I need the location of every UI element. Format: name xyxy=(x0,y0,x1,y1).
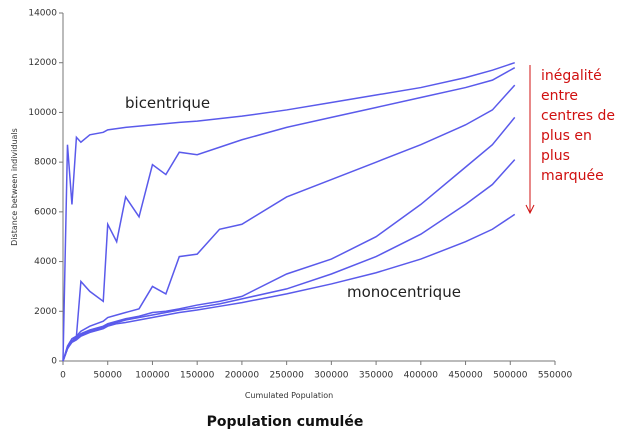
x-tick-label: 250000 xyxy=(269,371,304,381)
note-line: plus xyxy=(541,148,570,164)
note-line: marquée xyxy=(541,168,604,184)
x-tick-label: 350000 xyxy=(359,371,394,381)
data-line xyxy=(62,67,516,362)
y-tick-label: 0 xyxy=(51,357,57,367)
x-tick-label: 200000 xyxy=(225,371,260,381)
y-tick-label: 8000 xyxy=(34,158,57,168)
data-line xyxy=(62,62,515,362)
x-tick-label: 550000 xyxy=(538,371,573,381)
x-tick-label: 100000 xyxy=(135,371,170,381)
note-line: entre xyxy=(541,88,578,104)
note-line: plus en xyxy=(541,128,592,144)
y-tick-label: 2000 xyxy=(34,307,57,317)
y-tick-label: 14000 xyxy=(28,9,57,19)
data-line xyxy=(62,116,516,362)
data-line xyxy=(62,84,516,362)
note-arrowhead xyxy=(525,204,535,215)
x-tick-label: 300000 xyxy=(314,371,349,381)
data-line xyxy=(62,159,516,362)
y-tick-label: 6000 xyxy=(34,207,57,217)
note-line: inégalité xyxy=(541,68,602,84)
x-tick-label: 150000 xyxy=(180,371,215,381)
x-tick-label: 0 xyxy=(60,371,66,381)
caption: Population cumulée xyxy=(207,414,364,430)
y-tick-label: 4000 xyxy=(34,257,57,267)
x-tick-label: 450000 xyxy=(448,371,483,381)
x-tick-label: 50000 xyxy=(93,371,122,381)
annotation: monocentrique xyxy=(347,283,461,301)
x-tick-label: 400000 xyxy=(404,371,439,381)
y-tick-label: 10000 xyxy=(28,108,57,118)
annotation: bicentrique xyxy=(125,94,210,112)
x-axis-label: Cumulated Population xyxy=(245,391,333,400)
note-line: centres de xyxy=(541,108,615,124)
x-tick-label: 500000 xyxy=(493,371,528,381)
data-line xyxy=(62,213,516,362)
y-tick-label: 12000 xyxy=(28,58,57,68)
y-axis-label: Distance between individuals xyxy=(10,128,19,246)
